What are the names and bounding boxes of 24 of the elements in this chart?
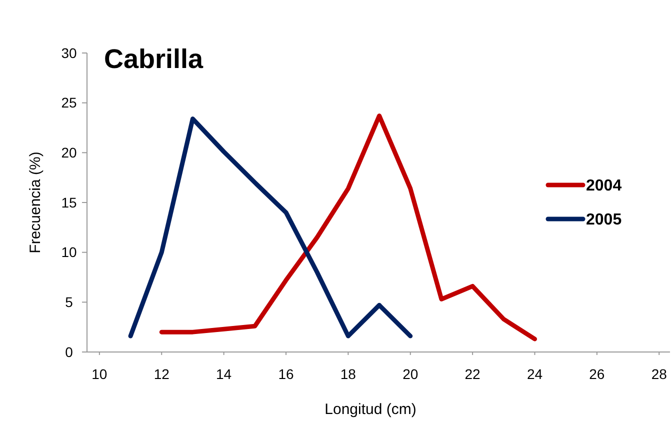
y-tick-label: 0 xyxy=(65,344,74,360)
y-tick-label: 5 xyxy=(65,294,74,310)
chart-title: Cabrilla xyxy=(104,44,204,74)
x-axis-title: Longitud (cm) xyxy=(324,401,416,418)
y-tick-label: 20 xyxy=(61,144,77,161)
x-tick-label: 16 xyxy=(278,366,294,382)
x-tick-label: 24 xyxy=(526,366,543,382)
y-tick-label: 30 xyxy=(61,44,77,61)
y-tick-label: 15 xyxy=(61,194,77,210)
x-tick-label: 28 xyxy=(651,366,668,382)
legend-label: 2004 xyxy=(586,178,622,195)
x-tick-label: 10 xyxy=(92,366,108,382)
y-axis-title: Frecuencia (%) xyxy=(27,152,44,254)
y-tick-label: 25 xyxy=(61,94,77,111)
x-tick-label: 18 xyxy=(340,366,356,382)
x-tick-label: 12 xyxy=(154,366,170,382)
line-series xyxy=(128,116,413,338)
x-tick-label: 26 xyxy=(589,366,605,382)
x-tick-label: 22 xyxy=(464,366,481,382)
legend-label: 2005 xyxy=(586,212,622,229)
x-tick-label: 14 xyxy=(216,366,232,382)
x-tick-label: 20 xyxy=(402,366,418,382)
line-series xyxy=(159,114,537,342)
y-tick-label: 10 xyxy=(61,244,77,260)
